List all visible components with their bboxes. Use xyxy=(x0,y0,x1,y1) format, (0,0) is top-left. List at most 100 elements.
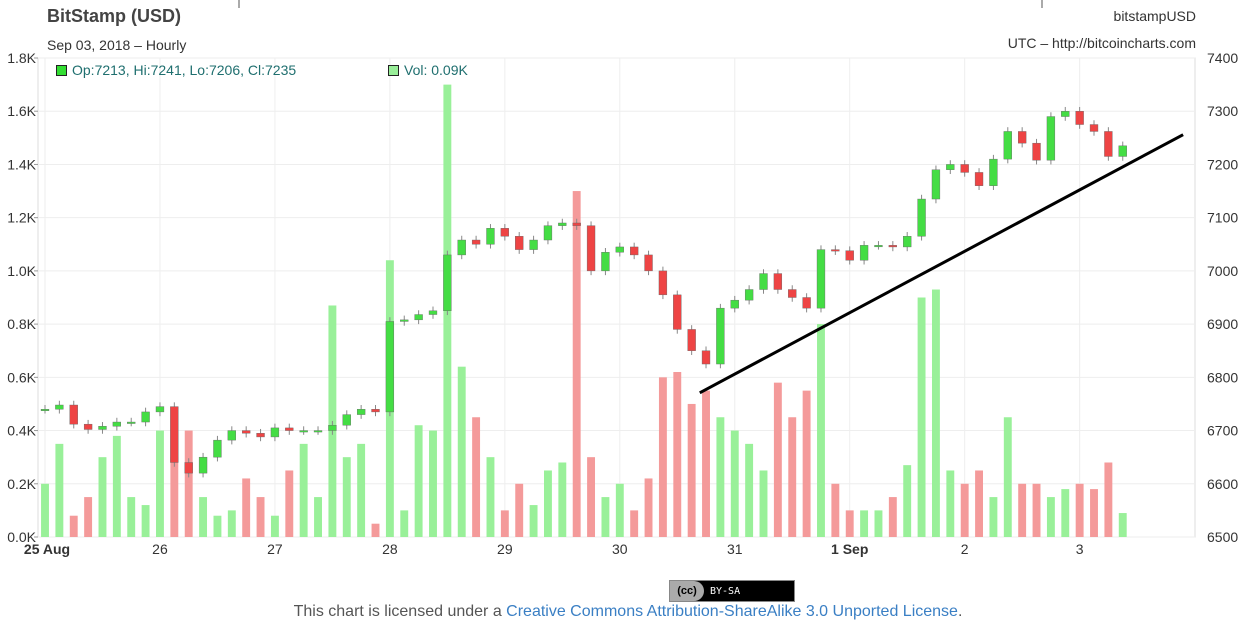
volume-bar xyxy=(745,443,754,537)
candle-body xyxy=(1118,145,1127,157)
candle-body xyxy=(615,246,624,253)
ohlc-text: Op:7213, Hi:7241, Lo:7206, Cl:7235 xyxy=(72,62,297,78)
x-axis-label: 3 xyxy=(1076,541,1084,557)
left-axis-label: 1.6K xyxy=(7,103,36,119)
candle-body xyxy=(170,406,179,463)
candle-body xyxy=(428,310,438,315)
volume-bar xyxy=(1003,417,1012,537)
candle-body xyxy=(227,430,236,441)
candle-body xyxy=(802,297,811,309)
candle-body xyxy=(946,164,955,170)
volume-bar xyxy=(242,478,251,537)
candle-body xyxy=(242,430,251,434)
volume-bar xyxy=(170,457,179,537)
volume-bar xyxy=(84,497,93,537)
volume-bar xyxy=(1046,497,1055,537)
candle-body xyxy=(586,225,596,272)
right-axis-label: 7200 xyxy=(1207,156,1238,172)
candle-body xyxy=(40,409,50,411)
candle-body xyxy=(112,421,122,427)
volume-bar xyxy=(227,510,236,537)
candle-body xyxy=(1046,116,1056,161)
right-axis-label: 7100 xyxy=(1207,210,1238,226)
left-axis-label: 1.8K xyxy=(7,50,36,66)
license-link[interactable]: Creative Commons Attribution-ShareAlike … xyxy=(506,603,958,620)
volume-bar xyxy=(802,390,811,537)
candle-body xyxy=(558,222,567,226)
volume-bar xyxy=(630,510,639,537)
candle-body xyxy=(658,270,668,296)
x-axis-label: 28 xyxy=(382,541,398,557)
candle-body xyxy=(816,249,826,309)
volume-bar xyxy=(601,497,610,537)
candle-body xyxy=(414,314,423,321)
left-axis-label: 1.2K xyxy=(7,210,36,226)
left-axis-label: 0.6K xyxy=(7,369,36,385)
volume-bar xyxy=(917,297,926,537)
x-axis-label: 31 xyxy=(727,541,743,557)
candle-body xyxy=(198,456,208,474)
candle-body xyxy=(141,411,150,423)
candle-body xyxy=(256,433,265,438)
volume-bar xyxy=(141,505,150,537)
volume-bar xyxy=(673,372,682,537)
volume-bar xyxy=(199,497,208,537)
candle-body xyxy=(1104,131,1113,157)
right-axis-label: 6600 xyxy=(1207,476,1238,492)
candle-body xyxy=(515,236,524,250)
volume-bar xyxy=(817,324,825,537)
candle-body xyxy=(155,406,165,413)
right-axis-label: 6900 xyxy=(1207,316,1238,332)
volume-bar xyxy=(730,430,739,537)
cc-badge-text: BY-SA xyxy=(710,585,741,597)
candle-body xyxy=(788,289,797,298)
candle-body xyxy=(184,462,193,474)
volume-text: Vol: 0.09K xyxy=(404,62,468,78)
volume-bar xyxy=(357,443,366,537)
cc-license-badge[interactable]: (cc) BY-SA xyxy=(669,580,795,602)
candle-body xyxy=(443,254,452,312)
left-axis-label: 1.0K xyxy=(7,263,36,279)
volume-bar xyxy=(515,483,524,537)
volume-bar xyxy=(960,483,969,537)
candle-body xyxy=(960,164,969,173)
cc-logo-icon: (cc) xyxy=(670,581,704,601)
candle-body xyxy=(98,426,107,430)
left-axis-label: 0.2K xyxy=(7,476,36,492)
right-axis-label: 7400 xyxy=(1207,50,1238,66)
left-axis-label: 0.0K xyxy=(7,529,36,545)
legend-volume: Vol: 0.09K xyxy=(388,62,468,78)
candle-body xyxy=(342,414,351,426)
volume-bar xyxy=(543,470,552,537)
candle-body xyxy=(716,307,725,365)
candle-body xyxy=(1018,131,1027,144)
candle-body xyxy=(83,423,93,430)
volume-bar xyxy=(831,483,840,537)
candle-body xyxy=(888,245,897,248)
volume-bar xyxy=(529,505,538,537)
volume-bar xyxy=(1090,489,1098,537)
candle-body xyxy=(673,294,682,330)
volume-bar xyxy=(615,483,624,537)
candle-body xyxy=(1075,111,1084,125)
volume-bar xyxy=(1104,462,1113,537)
candle-body xyxy=(385,321,395,413)
volume-bar xyxy=(587,457,596,537)
volume-bar xyxy=(874,510,883,537)
candle-body xyxy=(1032,142,1041,161)
candle-body xyxy=(127,421,136,424)
candle-body xyxy=(773,273,783,290)
candle-body xyxy=(644,254,653,272)
volume-bar xyxy=(1075,483,1084,537)
candle-body xyxy=(687,329,696,351)
volume-bar xyxy=(1032,483,1041,537)
right-axis-label: 6800 xyxy=(1207,369,1238,385)
candle-body xyxy=(529,239,538,250)
volume-bar xyxy=(127,497,136,537)
chart-subtitle: Sep 03, 2018 – Hourly xyxy=(47,37,187,53)
license-notice: This chart is licensed under a Creative … xyxy=(0,603,1256,621)
candle-body xyxy=(1089,124,1099,132)
volume-bar xyxy=(860,510,869,537)
volume-bar xyxy=(41,483,49,537)
